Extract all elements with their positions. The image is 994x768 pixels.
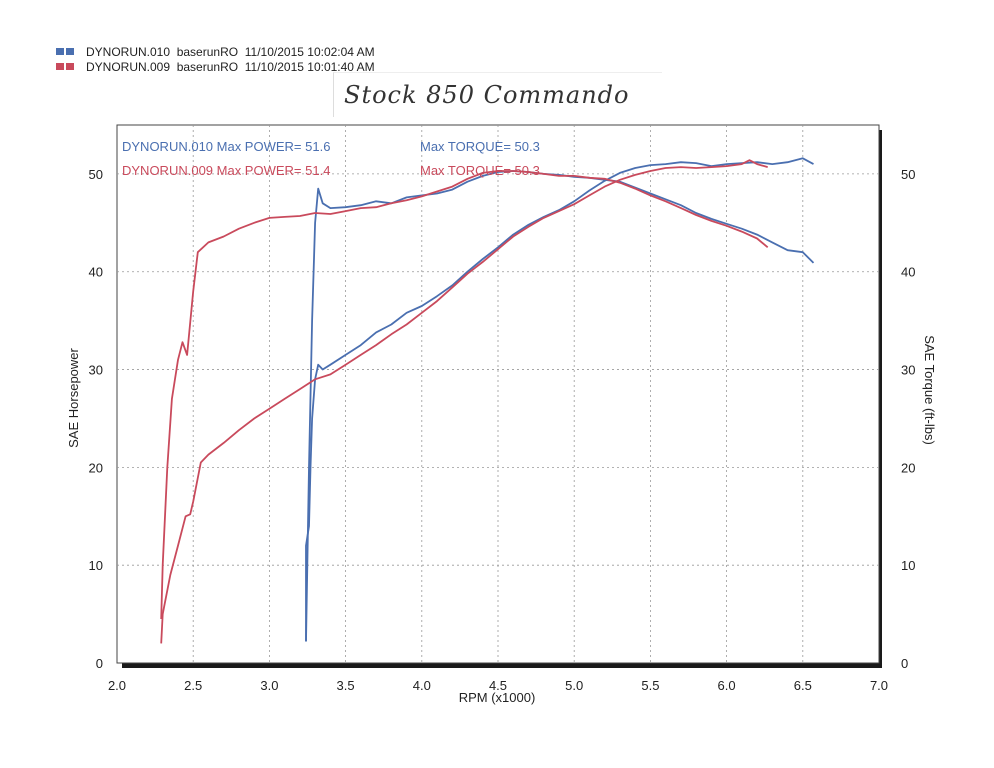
y-tick-label: 50 [89, 167, 103, 182]
legend-run-name: baserunRO [176, 44, 239, 59]
y2-axis-label: SAE Torque (ft-lbs) [922, 335, 937, 445]
y2-tick-label: 30 [901, 363, 915, 378]
legend-run-time: 10:02:04 AM [307, 44, 375, 59]
annotation-power-009: DYNORUN.009 Max POWER= 51.4 [122, 163, 330, 178]
annotation-torque-010: Max TORQUE= 50.3 [420, 139, 540, 154]
y2-tick-label: 0 [901, 656, 908, 671]
legend-swatch [56, 63, 64, 70]
x-tick-label: 6.0 [718, 678, 736, 693]
legend-swatch [56, 48, 64, 55]
x-tick-label: 5.5 [641, 678, 659, 693]
x-tick-label: 6.5 [794, 678, 812, 693]
x-tick-label: 3.0 [260, 678, 278, 693]
y2-tick-label: 20 [901, 460, 915, 475]
y-axis-label: SAE Horsepower [66, 347, 81, 447]
legend-run-id: DYNORUN.010 [86, 44, 171, 59]
grid [117, 125, 879, 663]
legend: DYNORUN.010 baserunRO 11/10/2015 10:02:0… [56, 44, 375, 74]
x-tick-label: 7.0 [870, 678, 888, 693]
y2-tick-label: 10 [901, 558, 915, 573]
legend-run-date: 11/10/2015 [244, 44, 304, 59]
annotation-power-010: DYNORUN.010 Max POWER= 51.6 [122, 139, 330, 154]
series-line-dynorun-009-power [160, 159, 768, 644]
x-tick-label: 2.0 [108, 678, 126, 693]
legend-run-date: 11/10/2015 [244, 59, 304, 74]
tick-labels: 2.0 2.5 3.0 3.5 4.0 4.5 5.0 5.5 6.0 6.5 7.0 0 10 20 30… [89, 167, 916, 693]
x-tick-label: 3.5 [337, 678, 355, 693]
series-line-dynorun-010-power [305, 157, 814, 642]
legend-run-time: 10:01:40 AM [307, 59, 375, 74]
x-tick-label: 2.5 [184, 678, 202, 693]
plot-area [116, 124, 880, 664]
x-tick-label: 4.5 [489, 678, 507, 693]
y-tick-label: 20 [89, 460, 103, 475]
x-tick-label: 5.0 [565, 678, 583, 693]
series-lines [160, 157, 815, 644]
x-tick-label: 4.0 [413, 678, 431, 693]
x-axis-label: RPM (x1000) [459, 690, 536, 705]
y-tick-label: 10 [89, 558, 103, 573]
y-tick-label: 0 [96, 656, 103, 671]
y2-tick-label: 50 [901, 167, 915, 182]
series-line-dynorun-009-torque [160, 170, 769, 620]
handwritten-note: Stock 850 Commando [333, 72, 662, 117]
legend-item-run-010: DYNORUN.010 baserunRO 11/10/2015 10:02:0… [56, 44, 375, 59]
legend-swatch [66, 63, 74, 70]
legend-swatch [66, 48, 74, 55]
y2-tick-label: 40 [901, 265, 915, 280]
annotation-torque-009: Max TORQUE= 50.3 [420, 163, 540, 178]
y-tick-label: 30 [89, 363, 103, 378]
legend-item-run-009: DYNORUN.009 baserunRO 11/10/2015 10:01:4… [56, 59, 375, 74]
legend-run-id: DYNORUN.009 [86, 59, 171, 74]
y-tick-label: 40 [89, 265, 103, 280]
legend-run-name: baserunRO [176, 59, 239, 74]
